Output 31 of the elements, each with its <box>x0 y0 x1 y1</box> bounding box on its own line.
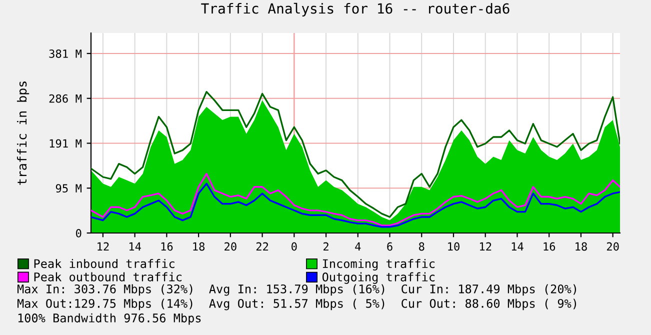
y-tick-label: 95 M <box>56 184 82 193</box>
text: 100% Bandwidth 976.56 Mbps <box>18 313 201 325</box>
y-tick-label: 0 <box>76 229 82 238</box>
x-tick-label: 20 <box>606 242 619 251</box>
x-tick-label: 2 <box>324 242 328 251</box>
y-tick-label: 286 M <box>49 94 82 103</box>
x-tick-label: 16 <box>544 242 556 251</box>
x-tick-label: 14 <box>129 242 141 251</box>
x-tick-label: 6 <box>387 242 392 251</box>
chart-title: Traffic Analysis for 16 -- router-da6 <box>201 2 510 16</box>
text: Max In: 303.76 Mbps (32%) Avg In: 153.79 Mbps (16%) Cur In: 187.49 Mbps (20%) <box>17 284 576 296</box>
legend-label: Outgoing traffic <box>322 272 435 284</box>
x-tick-label: 18 <box>193 242 205 251</box>
y-tick-label: 381 M <box>49 49 82 58</box>
y-axis-title: traffic in bps <box>16 82 30 185</box>
x-tick-label: 10 <box>448 242 460 251</box>
x-tick-label: 4 <box>355 242 361 251</box>
x-tick-label: 8 <box>418 242 424 251</box>
x-tick-label: 12 <box>480 242 492 251</box>
x-tick-label: 18 <box>576 242 587 251</box>
x-tick-label: 16 <box>161 242 173 251</box>
x-tick-label: 14 <box>512 242 524 251</box>
legend-label: Incoming traffic <box>322 258 435 270</box>
x-tick-label: 12 <box>98 242 109 251</box>
legend-label: Peak inbound traffic <box>34 258 174 268</box>
legend-label: Peak outbound traffic <box>34 272 182 282</box>
x-tick-label: 20 <box>224 242 236 251</box>
text: Max Out:129.75 Mbps (14%) Avg Out: 51.57 Mbps ( 5%) Cur Out: 88.60 Mbps ( 9%) <box>17 298 576 310</box>
y-tick-label: 191 M <box>50 139 82 148</box>
x-tick-label: 22 <box>256 242 268 251</box>
x-tick-label: 0 <box>292 242 297 251</box>
